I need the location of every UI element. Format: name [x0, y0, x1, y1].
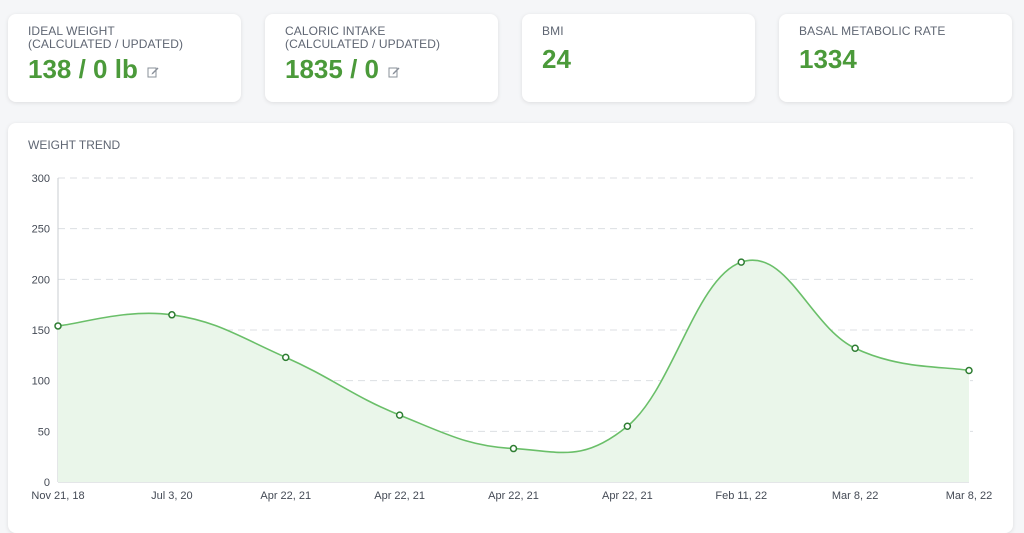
y-tick-label: 250 [32, 224, 50, 236]
data-point [737, 258, 745, 266]
y-tick-label: 300 [32, 173, 50, 185]
data-point [965, 366, 973, 375]
y-tick-label: 50 [38, 426, 50, 438]
data-point [623, 422, 632, 431]
edit-icon[interactable] [147, 66, 159, 78]
y-tick-label: 150 [32, 325, 50, 337]
bmi-label: BMI [542, 24, 564, 38]
edit-icon[interactable] [388, 66, 400, 78]
weight-trend-card: WEIGHT TREND 0 50 100 150 200 250 300 Nov 21, 1… [8, 123, 1013, 533]
caloric-intake-card: CALORIC INTAKE (CALCULATED / UPDATED) 18… [265, 14, 498, 102]
ideal-weight-value: 138 / 0 lb [28, 54, 138, 84]
data-point [282, 353, 290, 362]
bmr-label: BASAL METABOLIC RATE [799, 24, 946, 38]
caloric-intake-label: CALORIC INTAKE (CALCULATED / UPDATED) [285, 24, 441, 51]
x-tick-label: Mar 8, 22 [832, 490, 878, 502]
y-tick-label: 200 [32, 274, 50, 286]
data-point [509, 444, 518, 453]
data-point [168, 311, 176, 319]
y-tick-label: 100 [32, 376, 50, 388]
x-tick-label: Apr 22, 21 [488, 490, 539, 502]
x-tick-label: Mar 8, 22 [946, 490, 992, 502]
data-point [395, 411, 404, 419]
stats-row: IDEAL WEIGHT (CALCULATED / UPDATED) 138 … [8, 14, 1012, 102]
ideal-weight-label: IDEAL WEIGHT (CALCULATED / UPDATED) [28, 24, 184, 51]
y-tick-label: 0 [44, 477, 50, 489]
bmi-card: BMI 24 [522, 14, 755, 102]
caloric-intake-value: 1835 / 0 [285, 54, 379, 84]
weight-trend-chart: 0 50 100 150 200 250 300 Nov 21, 18 Jul 3, 20 Apr… [31, 173, 992, 502]
x-tick-label: Apr 22, 21 [602, 490, 653, 502]
x-tick-label: Apr 22, 21 [374, 490, 425, 502]
chart-title: WEIGHT TREND [28, 138, 121, 152]
area-fill [58, 260, 969, 482]
bmr-value: 1334 [799, 44, 857, 74]
data-point [54, 322, 62, 330]
x-tick-label: Apr 22, 21 [260, 490, 311, 502]
weight-line [57, 259, 970, 454]
x-tick-label: Nov 21, 18 [31, 490, 84, 502]
data-point [851, 344, 859, 352]
ideal-weight-card: IDEAL WEIGHT (CALCULATED / UPDATED) 138 … [8, 14, 241, 102]
x-tick-label: Feb 11, 22 [715, 490, 767, 502]
bmr-card: BASAL METABOLIC RATE 1334 [779, 14, 1012, 102]
x-tick-label: Jul 3, 20 [151, 490, 193, 502]
bmi-value: 24 [542, 44, 571, 74]
